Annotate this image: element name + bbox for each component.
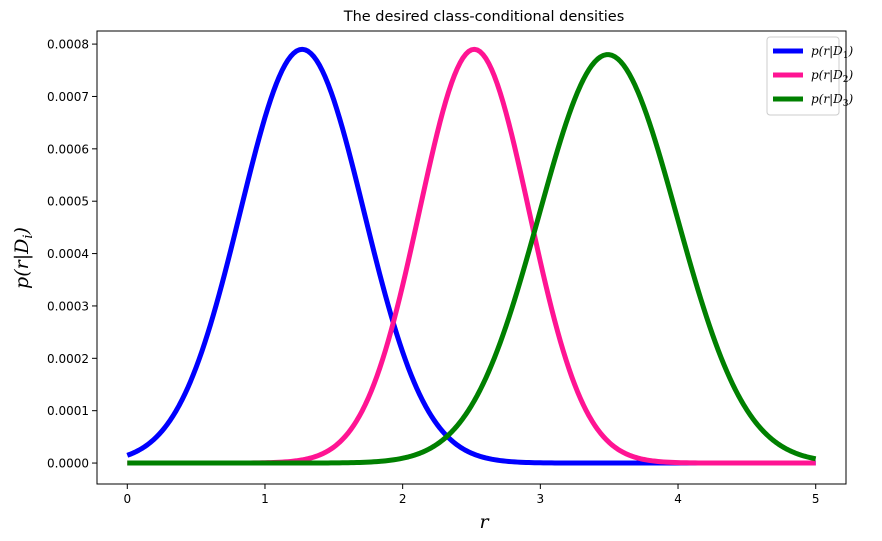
y-tick-label: 0.0006 (47, 142, 89, 156)
y-axis: 0.0000 0.0001 0.0002 0.0003 0.0004 0.0005 0.00… (47, 38, 97, 471)
x-axis-label: r (479, 511, 490, 533)
y-tick-label: 0.0008 (47, 38, 89, 52)
chart-title: The desired class-conditional densities (343, 9, 625, 25)
y-tick-label: 0.0004 (47, 247, 89, 261)
y-tick-label: 0.0003 (47, 299, 89, 313)
y-tick-label: 0.0001 (47, 404, 89, 418)
y-tick-label: 0.0007 (47, 90, 89, 104)
x-tick-label: 1 (261, 492, 269, 506)
x-tick-label: 5 (812, 492, 820, 506)
x-tick-label: 2 (399, 492, 407, 506)
y-tick-label: 0.0000 (47, 457, 89, 471)
y-tick-label: 0.0005 (47, 195, 89, 209)
plot-lines (126, 46, 817, 466)
x-tick-label: 0 (123, 492, 131, 506)
x-tick-label: 4 (674, 492, 682, 506)
x-tick-label: 3 (537, 492, 545, 506)
y-tick-label: 0.0002 (47, 352, 89, 366)
legend: p(r|D1)p(r|D2)p(r|D3) (766, 36, 854, 116)
series-line-d3 (127, 52, 817, 466)
x-axis: 0 1 2 3 4 5 (123, 484, 820, 506)
plot-frame (96, 30, 847, 485)
